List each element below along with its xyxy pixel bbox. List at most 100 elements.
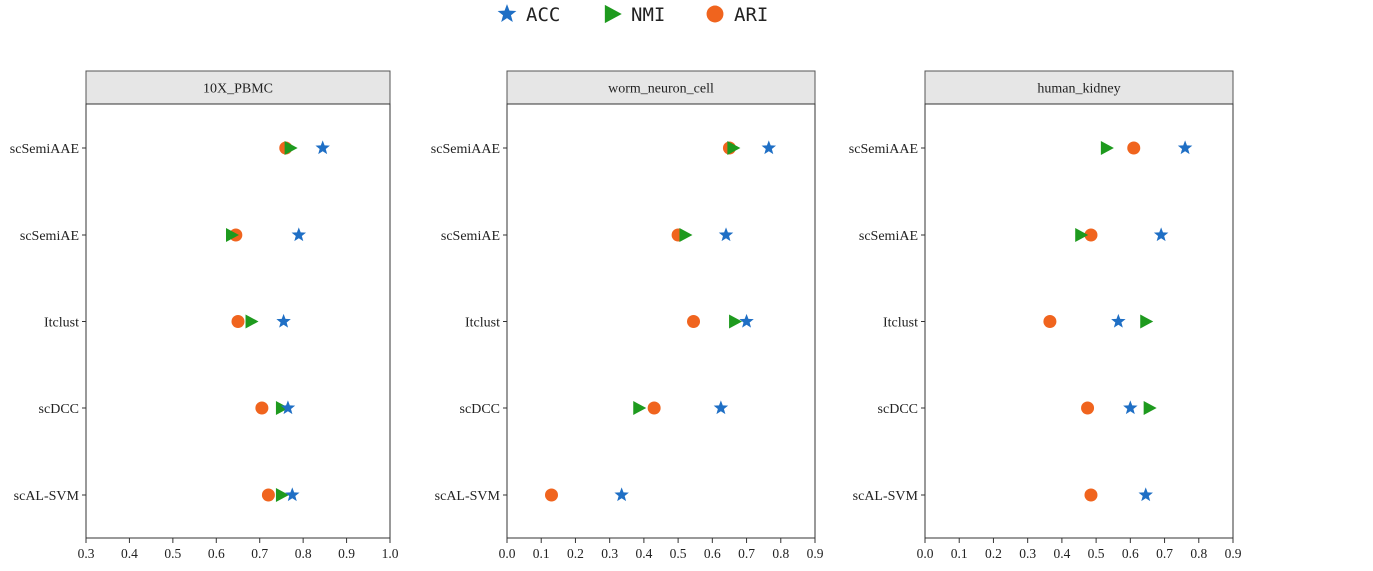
category-label-scdcc: scDCC [460, 402, 500, 417]
panel-10x-pbmc: 10X_PBMC 0.3 0.4 0.5 0.6 0.7 0.8 0.9 1.0 scSemiAA… [10, 70, 399, 561]
point-acc-scdcc [1123, 400, 1138, 415]
point-ari-scdcc [1081, 401, 1095, 415]
panel-human-kidney: human_kidney 0.0 0.1 0.2 0.3 0.4 0.5 0.6 0.7 0.8 0… [849, 70, 1242, 561]
legend-nmi-label: NMI [631, 4, 665, 26]
x-tick-label: 0.4 [635, 546, 652, 561]
point-ari-scdcc [255, 401, 269, 415]
x-tick-label: 0.2 [985, 546, 1002, 561]
x-tick-label: 0.0 [917, 546, 934, 561]
point-ari-scdcc [647, 401, 661, 415]
category-label-itclust: Itclust [44, 316, 79, 331]
point-acc-scal-svm [614, 487, 629, 502]
category-label-scal-svm: scAL-SVM [435, 489, 501, 504]
category-label-scsemiae: scSemiAE [441, 229, 500, 244]
legend: ACC NMI ARI [497, 4, 768, 26]
x-tick-label: 0.3 [601, 546, 618, 561]
x-tick-label: 0.0 [499, 546, 516, 561]
point-acc-scsemiae [1153, 227, 1169, 242]
panel-title: 10X_PBMC [203, 82, 273, 97]
panel-header [85, 70, 391, 105]
x-tick-label: 0.1 [951, 546, 968, 561]
point-nmi-scdcc [633, 401, 647, 415]
x-tick-label: 0.6 [1122, 546, 1139, 561]
point-ari-scsemiaae [1127, 141, 1141, 155]
plot-frame [924, 103, 1234, 539]
category-label-scdcc: scDCC [39, 402, 79, 417]
point-nmi-scsemiae [679, 228, 693, 242]
panel-title: worm_neuron_cell [608, 82, 714, 97]
x-tick-label: 0.9 [338, 546, 355, 561]
category-label-scsemiaae: scSemiAAE [10, 142, 79, 157]
point-ari-scal-svm [261, 488, 275, 502]
x-tick-label: 0.8 [295, 546, 312, 561]
category-label-scsemiae: scSemiAE [859, 229, 918, 244]
category-label-scdcc: scDCC [878, 402, 918, 417]
point-nmi-scsemiae [225, 228, 239, 242]
category-label-scsemiae: scSemiAE [20, 229, 79, 244]
legend-nmi-marker [604, 4, 622, 24]
point-nmi-scdcc [275, 401, 289, 415]
legend-acc-marker [497, 4, 517, 22]
point-acc-scsemiaae [315, 140, 330, 155]
x-tick-label: 0.9 [807, 546, 824, 561]
x-tick-label: 0.6 [704, 546, 721, 561]
point-acc-scsemiaae [1177, 140, 1193, 155]
x-tick-label: 0.7 [1156, 546, 1173, 561]
point-ari-itclust [687, 315, 701, 328]
panel-header [924, 70, 1234, 105]
point-nmi-itclust [245, 314, 259, 329]
point-nmi-scsemiaae [284, 141, 298, 155]
x-tick-label: 0.1 [533, 546, 550, 561]
point-ari-itclust [1043, 315, 1057, 328]
point-acc-itclust [739, 313, 754, 328]
point-acc-scdcc [713, 400, 729, 415]
panel-title: human_kidney [1037, 82, 1120, 97]
x-tick-label: 0.4 [1053, 546, 1070, 561]
legend-ari-marker [706, 5, 724, 23]
point-acc-scal-svm [285, 487, 300, 502]
point-acc-scsemiaae [761, 140, 777, 155]
category-label-scsemiaae: scSemiAAE [431, 142, 500, 157]
x-tick-label: 1.0 [382, 546, 399, 561]
panel-worm-neuron-cell: worm_neuron_cell 0.0 0.1 0.2 0.3 0.4 0.5 0.6 0.7… [431, 70, 824, 561]
point-acc-itclust [1111, 313, 1126, 328]
point-acc-scdcc [280, 400, 296, 415]
category-label-scal-svm: scAL-SVM [14, 489, 80, 504]
legend-ari-label: ARI [734, 4, 768, 26]
category-label-itclust: Itclust [465, 316, 500, 331]
x-tick-label: 0.5 [1088, 546, 1105, 561]
category-label-scsemiaae: scSemiAAE [849, 142, 918, 157]
x-tick-label: 0.8 [772, 546, 789, 561]
x-tick-label: 0.3 [1019, 546, 1036, 561]
legend-acc-label: ACC [526, 4, 560, 26]
x-tick-label: 0.8 [1190, 546, 1207, 561]
point-ari-itclust [231, 315, 245, 328]
x-tick-label: 0.2 [567, 546, 584, 561]
panels: 10X_PBMC 0.3 0.4 0.5 0.6 0.7 0.8 0.9 1.0 scSemiAA… [10, 70, 1242, 561]
x-tick-label: 0.7 [738, 546, 755, 561]
x-tick-label: 0.9 [1225, 546, 1242, 561]
category-label-scal-svm: scAL-SVM [853, 489, 919, 504]
x-tick-label: 0.3 [78, 546, 95, 561]
x-tick-label: 0.5 [164, 546, 181, 561]
point-nmi-scsemiaae [1100, 141, 1114, 155]
x-tick-label: 0.7 [251, 546, 268, 561]
point-nmi-itclust [729, 314, 743, 329]
point-nmi-scsemiaae [727, 141, 741, 155]
point-acc-scsemiae [718, 227, 734, 242]
point-ari-scal-svm [1084, 488, 1098, 502]
point-acc-itclust [276, 313, 291, 328]
x-tick-label: 0.6 [208, 546, 225, 561]
x-tick-label: 0.5 [670, 546, 687, 561]
point-acc-scsemiae [291, 227, 307, 242]
point-nmi-scal-svm [275, 488, 289, 502]
plot-frame [506, 103, 816, 539]
point-nmi-itclust [1140, 314, 1154, 329]
x-tick-label: 0.4 [121, 546, 138, 561]
panel-header [506, 70, 816, 105]
category-label-itclust: Itclust [883, 316, 918, 331]
point-ari-scsemiae [1084, 228, 1098, 242]
point-ari-scal-svm [544, 488, 558, 502]
point-nmi-scsemiae [1075, 228, 1089, 242]
